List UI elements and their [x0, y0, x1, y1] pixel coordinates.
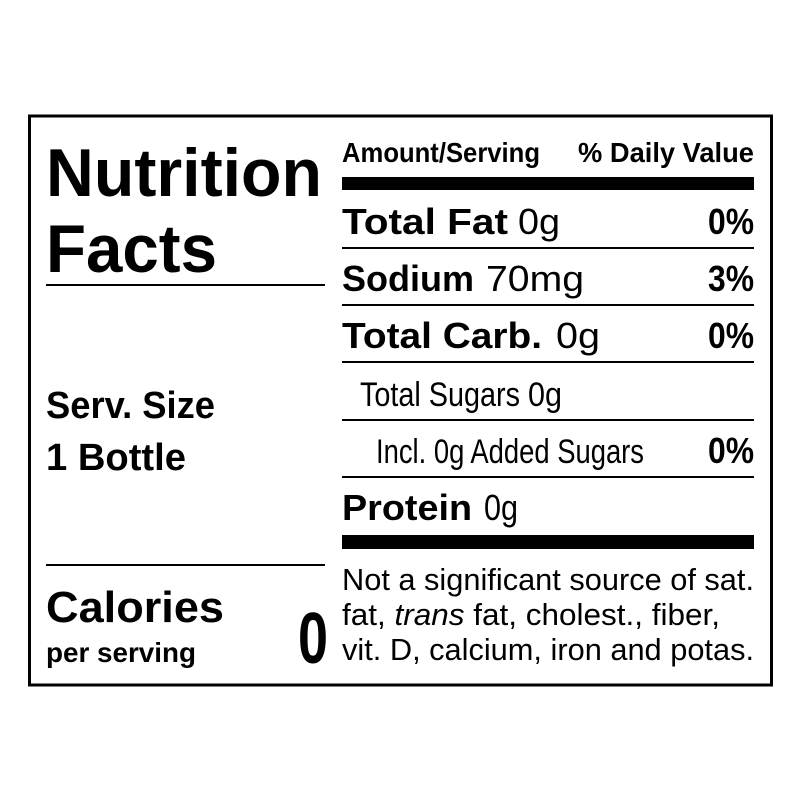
nutrient-dv: 0%	[708, 430, 754, 471]
thick-bar	[342, 535, 754, 549]
footnote-line: vit. D, calcium, iron and potas.	[342, 632, 754, 667]
footnote-text: fat,	[342, 597, 395, 632]
nutrient-name: Total Fat	[342, 201, 508, 242]
divider	[46, 284, 325, 286]
calories-label: Calories	[46, 583, 224, 632]
nutrient-name: Protein	[342, 487, 472, 528]
nutrient-amount: 70mg	[486, 258, 584, 299]
divider	[342, 476, 754, 478]
footnote-line: fat, trans fat, cholest., fiber,	[342, 597, 720, 632]
nutrient-name: Sodium	[342, 258, 474, 299]
footnote-text: fat, cholest., fiber,	[465, 597, 720, 632]
nutrient-name: Total Carb.	[342, 315, 542, 356]
nutrient-dv: 0%	[708, 315, 754, 356]
calories-value: 0	[298, 599, 328, 679]
nutrient-name: Incl. 0g Added Sugars	[376, 433, 644, 471]
header-daily-value: % Daily Value	[578, 137, 754, 168]
calories-sub: per serving	[46, 637, 196, 668]
label-border	[28, 114, 773, 687]
nutrient-amount: 0g	[556, 315, 600, 356]
title-line: Nutrition	[46, 135, 322, 211]
header-amount: Amount/Serving	[342, 137, 540, 168]
thick-bar	[342, 177, 754, 190]
nutrient-dv: 3%	[708, 258, 754, 299]
nutrient-name: Total Sugars	[360, 376, 520, 414]
divider	[46, 564, 325, 566]
nutrient-dv: 0%	[708, 201, 754, 242]
nutrient-amount: 0g	[518, 201, 560, 242]
divider	[342, 304, 754, 306]
nutrient-amount: 0g	[484, 487, 518, 528]
footnote-line: Not a significant source of sat.	[342, 562, 754, 597]
footnote-italic: trans	[395, 597, 465, 632]
title-line: Facts	[46, 211, 217, 287]
serving-size: 1 Bottle	[46, 437, 186, 479]
serving-label: Serv. Size	[46, 385, 215, 427]
divider	[342, 419, 754, 421]
nutrient-amount: 0g	[528, 376, 562, 414]
divider	[342, 361, 754, 363]
divider	[342, 247, 754, 249]
